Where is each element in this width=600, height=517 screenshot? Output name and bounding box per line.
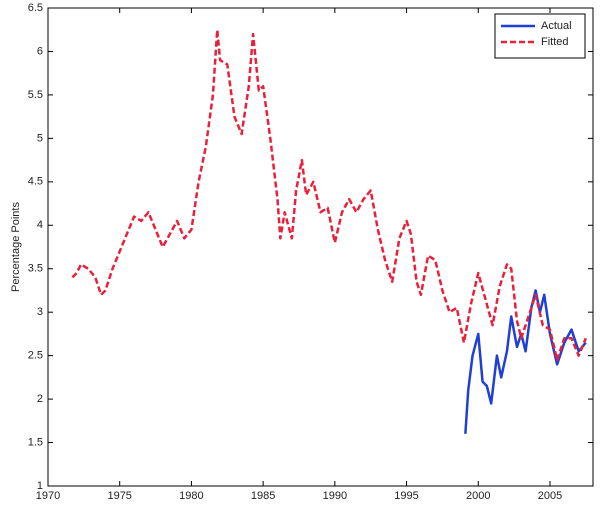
y-axis-label: Percentage Points: [10, 202, 22, 292]
legend-label: Actual: [541, 20, 572, 32]
x-tick-label: 1970: [36, 490, 60, 502]
x-tick-label: 1985: [251, 490, 275, 502]
legend-box: [494, 13, 586, 59]
plot-frame: [47, 7, 594, 487]
series-line: [71, 28, 587, 362]
y-tick-label: 2.5: [28, 350, 43, 362]
y-tick-label: 3.5: [28, 263, 43, 275]
y-tick-label: 1.5: [28, 436, 43, 448]
y-tick-label: 4: [37, 219, 43, 231]
y-tick-label: 1: [37, 480, 43, 492]
x-tick-label: 1990: [323, 490, 347, 502]
x-tick-label: 1980: [179, 490, 203, 502]
y-tick-label: 3: [37, 306, 43, 318]
x-tick-label: 1975: [107, 490, 131, 502]
series-line: [464, 289, 587, 434]
y-tick-label: 6.5: [28, 2, 43, 14]
x-tick-label: 2005: [538, 490, 562, 502]
y-tick-label: 4.5: [28, 176, 43, 188]
y-tick-label: 5.5: [28, 89, 43, 101]
x-tick-label: 2000: [466, 490, 490, 502]
x-tick-label: 1995: [394, 490, 418, 502]
y-tick-label: 6: [37, 45, 43, 57]
y-tick-label: 5: [37, 132, 43, 144]
legend-label: Fitted: [541, 36, 569, 48]
y-tick-label: 2: [37, 393, 43, 405]
